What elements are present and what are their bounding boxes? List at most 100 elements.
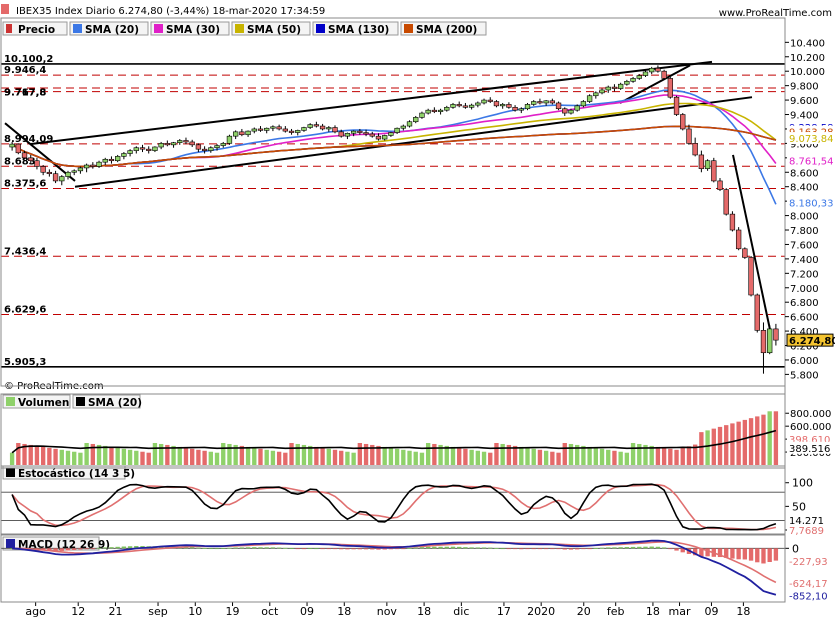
volume-bar[interactable]	[761, 414, 766, 465]
macd-histogram-bar[interactable]	[463, 547, 468, 549]
macd-histogram-bar[interactable]	[283, 547, 288, 549]
macd-histogram-bar[interactable]	[109, 547, 114, 549]
candle[interactable]	[295, 130, 301, 133]
candle[interactable]	[400, 125, 406, 129]
volume-bar[interactable]	[450, 446, 456, 465]
macd-histogram-bar[interactable]	[543, 548, 549, 550]
volume-bar[interactable]	[264, 449, 269, 465]
candle[interactable]	[127, 150, 133, 154]
candle[interactable]	[232, 131, 239, 137]
macd-histogram-bar[interactable]	[531, 548, 536, 550]
volume-bar[interactable]	[208, 451, 213, 465]
candle[interactable]	[704, 160, 711, 169]
candle[interactable]	[307, 124, 313, 128]
volume-bar[interactable]	[239, 445, 245, 465]
volume-bar[interactable]	[134, 450, 139, 465]
volume-bar[interactable]	[575, 444, 580, 465]
volume-bar[interactable]	[165, 444, 170, 465]
macd-histogram-bar[interactable]	[494, 548, 499, 549]
macd-histogram-bar[interactable]	[655, 546, 661, 549]
volume-bar[interactable]	[146, 452, 151, 465]
candle[interactable]	[475, 102, 481, 106]
volume-bar[interactable]	[413, 451, 418, 465]
volume-bar[interactable]	[34, 445, 40, 465]
candle[interactable]	[270, 126, 276, 129]
candle[interactable]	[220, 143, 226, 146]
macd-histogram-bar[interactable]	[668, 548, 673, 550]
macd-histogram-bar[interactable]	[519, 548, 524, 550]
candle[interactable]	[512, 106, 518, 111]
candle[interactable]	[680, 114, 686, 130]
candle[interactable]	[630, 78, 636, 82]
volume-bar[interactable]	[630, 443, 636, 465]
macd-histogram-bar[interactable]	[53, 548, 58, 552]
macd-histogram-bar[interactable]	[537, 548, 543, 550]
candle[interactable]	[170, 142, 177, 146]
volume-bar[interactable]	[438, 444, 443, 465]
legend-item[interactable]: SMA (130)	[312, 21, 399, 36]
macd-histogram-bar[interactable]	[276, 547, 282, 549]
candle[interactable]	[257, 128, 264, 131]
legend-item[interactable]: SMA (200)	[400, 21, 487, 36]
candle[interactable]	[735, 229, 742, 250]
volume-bar[interactable]	[550, 451, 555, 465]
macd-histogram-bar[interactable]	[388, 548, 394, 550]
macd-histogram-bar[interactable]	[208, 548, 213, 550]
macd-histogram-bar[interactable]	[339, 548, 344, 550]
macd-histogram-bar[interactable]	[599, 547, 605, 549]
candle[interactable]	[28, 157, 34, 162]
macd-histogram-bar[interactable]	[307, 548, 313, 550]
macd-histogram-bar[interactable]	[736, 548, 741, 560]
candle[interactable]	[350, 130, 357, 134]
volume-bar[interactable]	[339, 450, 344, 465]
candle[interactable]	[419, 112, 425, 118]
macd-histogram-bar[interactable]	[475, 547, 481, 549]
macd-histogram-bar[interactable]	[357, 548, 363, 550]
volume-bar[interactable]	[276, 451, 282, 465]
volume-bar[interactable]	[332, 449, 338, 465]
candle[interactable]	[363, 132, 369, 135]
candle[interactable]	[636, 75, 642, 79]
volume-bar[interactable]	[711, 428, 716, 465]
volume-bar[interactable]	[357, 443, 363, 465]
candle[interactable]	[500, 104, 506, 107]
macd-histogram-bar[interactable]	[382, 548, 387, 550]
volume-bar[interactable]	[84, 443, 89, 465]
macd-histogram-bar[interactable]	[401, 548, 406, 550]
candle[interactable]	[661, 70, 667, 79]
volume-bar[interactable]	[16, 443, 21, 465]
macd-histogram-bar[interactable]	[500, 548, 505, 550]
candle[interactable]	[214, 145, 220, 149]
candle[interactable]	[146, 148, 152, 151]
macd-histogram-bar[interactable]	[363, 548, 369, 550]
volume-bar[interactable]	[158, 443, 164, 465]
candle[interactable]	[195, 144, 202, 150]
candle[interactable]	[586, 95, 593, 102]
volume-bar[interactable]	[568, 443, 574, 465]
macd-histogram-bar[interactable]	[196, 547, 201, 549]
volume-bar[interactable]	[171, 445, 176, 465]
volume-bar[interactable]	[624, 452, 630, 465]
volume-bar[interactable]	[283, 452, 288, 465]
volume-bar[interactable]	[22, 443, 27, 465]
volume-bar[interactable]	[121, 448, 127, 465]
candle[interactable]	[332, 127, 338, 133]
macd-histogram-bar[interactable]	[270, 547, 276, 549]
macd-histogram-bar[interactable]	[450, 546, 456, 549]
volume-bar[interactable]	[78, 452, 83, 465]
volume-bar[interactable]	[686, 446, 692, 465]
volume-bar[interactable]	[537, 449, 543, 465]
candle[interactable]	[456, 104, 462, 107]
volume-bar[interactable]	[742, 419, 748, 465]
volume-bar[interactable]	[301, 444, 307, 465]
volume-bar[interactable]	[606, 449, 611, 465]
candle[interactable]	[760, 330, 767, 354]
macd-histogram-bar[interactable]	[661, 547, 667, 549]
macd-histogram-bar[interactable]	[301, 548, 307, 550]
macd-histogram-bar[interactable]	[643, 546, 648, 549]
macd-histogram-bar[interactable]	[258, 547, 263, 549]
candle[interactable]	[574, 105, 580, 111]
volume-bar[interactable]	[599, 448, 605, 465]
